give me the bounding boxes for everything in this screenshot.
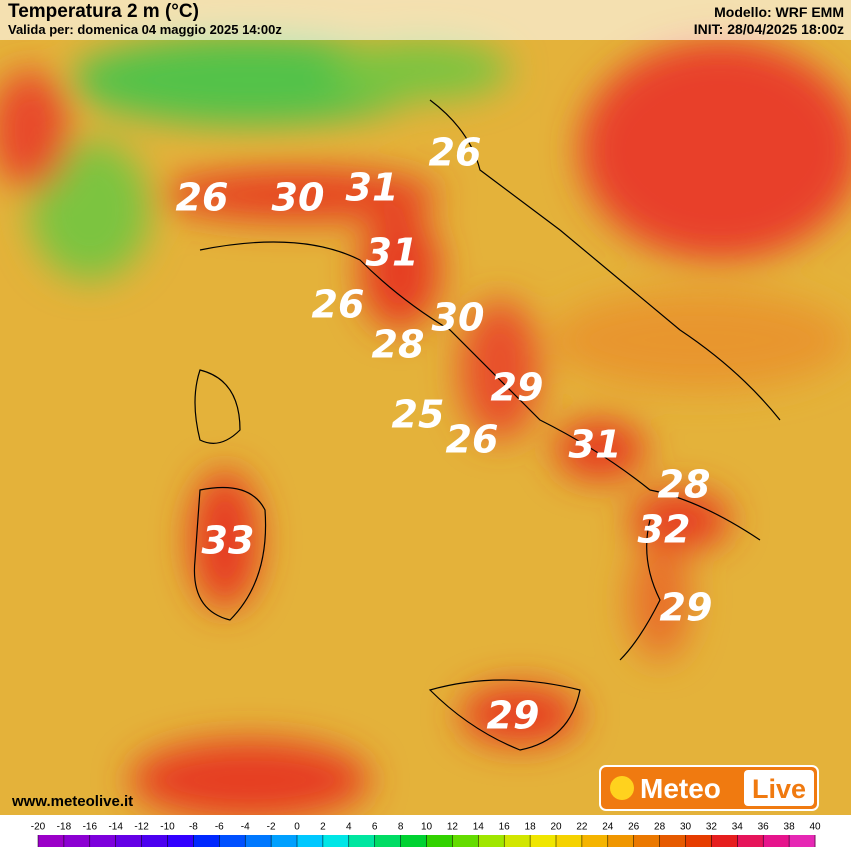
colorbar-tick-label: 32 (706, 822, 718, 833)
temperature-field (0, 0, 851, 820)
temp-label: 29 (660, 586, 713, 630)
colorbar-tick-label: 40 (809, 822, 821, 833)
valid-time: Valida per: domenica 04 maggio 2025 14:0… (8, 22, 282, 37)
colorbar-segment (219, 835, 246, 847)
colorbar-segment (737, 835, 764, 847)
colorbar-tick-label: -12 (134, 822, 149, 833)
temp-label: 30 (272, 176, 325, 220)
colorbar-segment (685, 835, 712, 847)
temp-label: 26 (446, 418, 499, 462)
colorbar-segment (348, 835, 376, 847)
colorbar-tick-label: 10 (421, 822, 433, 833)
colorbar: -20 -18 -16 -14 -12 -10 -8 -6 -4 -2 0 2 4 6 8 10 12 14 16 1… (31, 822, 821, 847)
temp-label: 29 (487, 694, 540, 738)
colorbar-segment (763, 835, 790, 847)
colorbar-segment (271, 835, 298, 847)
colorbar-segment (607, 835, 635, 847)
temp-label: 31 (366, 231, 419, 275)
init-time: INIT: 28/04/2025 18:00z (694, 21, 844, 37)
colorbar-segment (478, 835, 505, 847)
colorbar-tick-label: 24 (602, 822, 614, 833)
colorbar-segment (556, 835, 583, 847)
colorbar-segment (452, 835, 479, 847)
colorbar-tick-label: 6 (372, 822, 378, 833)
temp-label: 28 (372, 323, 425, 367)
temp-label: 26 (312, 283, 365, 327)
city-labels: 26 26 30 31 31 26 30 28 29 25 26 31 28 3… (176, 131, 713, 738)
colorbar-tick-label: -10 (160, 822, 175, 833)
model: Modello: WRF EMM (714, 4, 844, 20)
temp-label: 31 (346, 166, 399, 210)
colorbar-segment (530, 835, 557, 847)
colorbar-segment (89, 835, 117, 847)
colorbar-tick-label: 4 (346, 822, 352, 833)
colorbar-tick-label: 0 (294, 822, 300, 833)
colorbar-segment (193, 835, 220, 847)
colorbar-segment (581, 835, 609, 847)
temp-label: 26 (176, 176, 229, 220)
colorbar-segment (426, 835, 453, 847)
colorbar-tick-label: 26 (628, 822, 640, 833)
colorbar-segment (659, 835, 686, 847)
temp-label: 30 (432, 296, 485, 340)
temp-label: 32 (638, 508, 691, 552)
colorbar-tick-label: -8 (189, 822, 198, 833)
colorbar-segment (141, 835, 168, 847)
colorbar-tick-label: 2 (320, 822, 326, 833)
colorbar-segment (63, 835, 91, 847)
logo-meteo: Meteo (640, 773, 721, 804)
colorbar-tick-label: -14 (108, 822, 123, 833)
colorbar-segment (374, 835, 402, 847)
colorbar-tick-label: -6 (215, 822, 224, 833)
colorbar-segment (711, 835, 738, 847)
colorbar-tick-label: 12 (447, 822, 459, 833)
colorbar-segment (633, 835, 661, 847)
colorbar-segment (400, 835, 427, 847)
colorbar-tick-label: 22 (576, 822, 588, 833)
colorbar-tick-label: 8 (398, 822, 404, 833)
website: www.meteolive.it (11, 793, 133, 810)
colorbar-segment (115, 835, 143, 847)
temp-label: 26 (429, 131, 482, 175)
colorbar-segment (504, 835, 531, 847)
colorbar-segment (38, 835, 65, 847)
colorbar-tick-label: 36 (758, 822, 770, 833)
colorbar-tick-label: 20 (550, 822, 562, 833)
colorbar-tick-label: 34 (732, 822, 744, 833)
logo-live: Live (752, 774, 806, 804)
temp-label: 33 (202, 519, 255, 563)
colorbar-tick-label: -20 (31, 822, 46, 833)
colorbar-tick-label: -2 (267, 822, 276, 833)
colorbar-tick-label: 28 (654, 822, 666, 833)
temp-label: 29 (491, 366, 544, 410)
temp-label: 25 (392, 393, 445, 437)
colorbar-tick-label: 18 (525, 822, 537, 833)
colorbar-tick-label: 16 (499, 822, 511, 833)
colorbar-segment (297, 835, 324, 847)
title: Temperatura 2 m (°C) (8, 1, 199, 22)
colorbar-tick-label: -18 (57, 822, 72, 833)
temp-label: 31 (569, 423, 622, 467)
colorbar-segment (245, 835, 272, 847)
colorbar-segment (322, 835, 350, 847)
header-band (0, 0, 851, 40)
temp-label: 28 (658, 463, 711, 507)
colorbar-tick-label: -4 (241, 822, 250, 833)
colorbar-segment (789, 835, 816, 847)
colorbar-segment (167, 835, 194, 847)
logo: Meteo Live (599, 765, 819, 811)
colorbar-tick-label: 30 (680, 822, 692, 833)
colorbar-tick-label: 14 (473, 822, 485, 833)
colorbar-tick-label: -16 (83, 822, 98, 833)
colorbar-tick-label: 38 (784, 822, 796, 833)
